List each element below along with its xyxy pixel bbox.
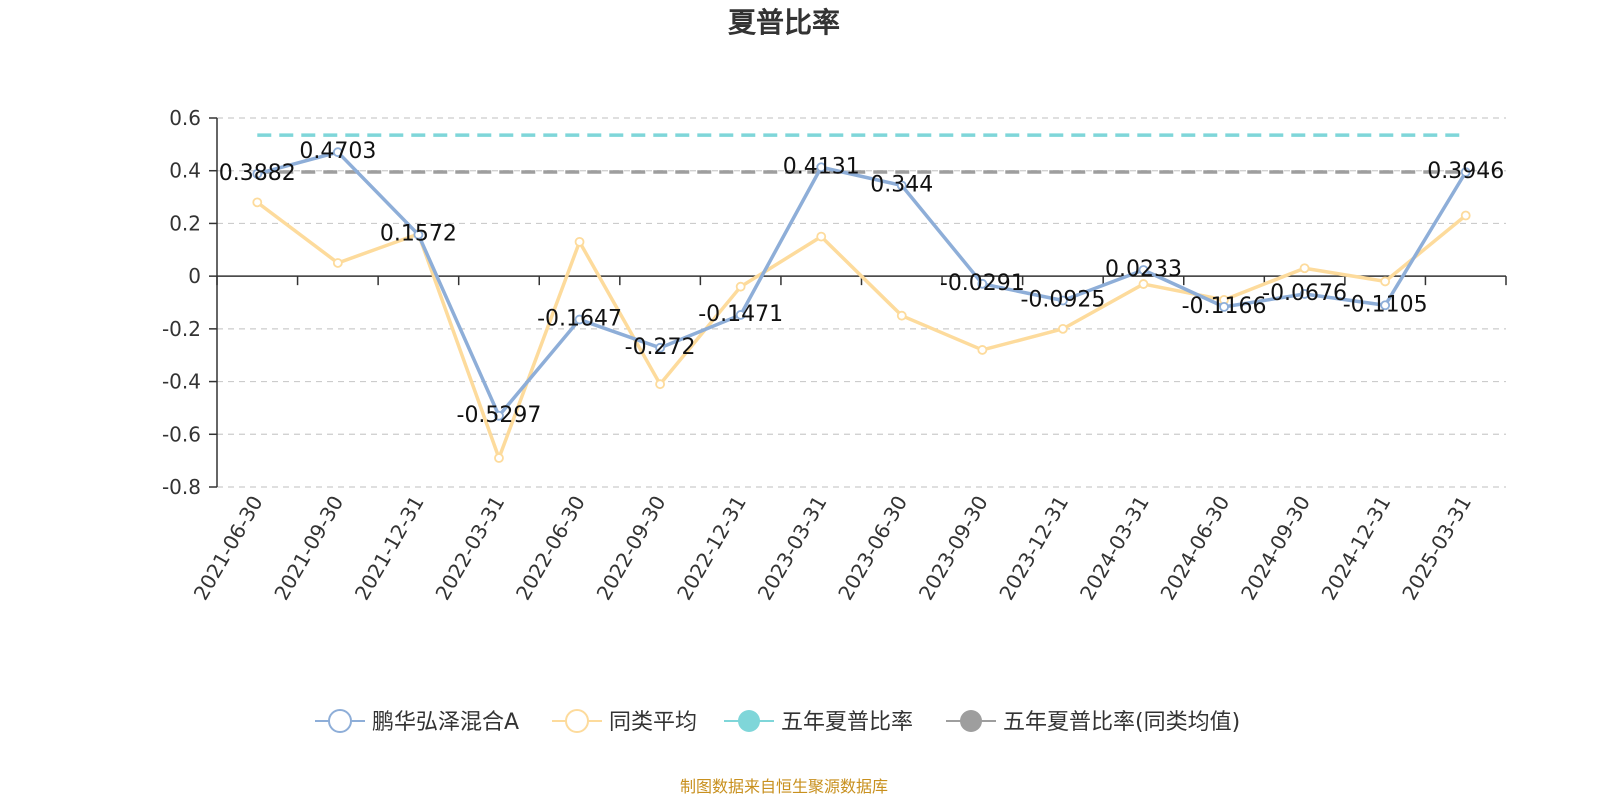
data-labels: 0.38820.47030.1572-0.5297-0.1647-0.272-0… <box>219 139 1504 428</box>
data-label: -0.1105 <box>1343 292 1428 317</box>
legend-label: 同类平均 <box>609 710 697 735</box>
x-tick-label: 2022-09-30 <box>592 492 671 605</box>
data-label: -0.272 <box>625 335 696 360</box>
legend-marker <box>738 710 760 732</box>
peer-average-point <box>1460 210 1471 221</box>
data-label: -0.1471 <box>698 302 783 327</box>
legend: 鹏华弘泽混合A 同类平均 五年夏普比率 五年夏普比率(同类均值) <box>315 709 1240 735</box>
fund-point <box>896 180 907 191</box>
peer-average-point <box>574 236 585 247</box>
peer-average-point <box>655 379 665 390</box>
fund-point <box>655 342 665 353</box>
legend-item: 五年夏普比率(同类均值) <box>946 710 1240 735</box>
fund-point <box>413 229 424 240</box>
fund-point <box>977 278 988 289</box>
x-tick-label: 2024-12-31 <box>1317 492 1396 605</box>
x-tick-label: 2022-12-31 <box>672 492 751 605</box>
x-tick-label: 2024-09-30 <box>1236 492 1315 605</box>
y-tick-label: 0.2 <box>169 211 201 235</box>
fund-point <box>1138 265 1149 275</box>
data-label: -0.0291 <box>940 271 1025 296</box>
fund-point <box>332 147 343 158</box>
fund-line <box>256 150 1468 418</box>
reference-lines <box>257 133 1466 174</box>
data-label: -0.1166 <box>1182 294 1267 319</box>
legend-label: 五年夏普比率(同类均值) <box>1003 710 1240 735</box>
x-tick-label: 2023-09-30 <box>914 492 993 605</box>
data-label: 0.3882 <box>219 161 296 186</box>
x-tick-label: 2021-06-30 <box>189 492 268 605</box>
x-tick-label: 2022-06-30 <box>511 492 590 605</box>
fund-point <box>1219 301 1229 312</box>
series-lines <box>252 147 1471 463</box>
y-tick-label: 0.4 <box>169 159 201 183</box>
peer-average-point <box>494 453 504 463</box>
y-tick-label: -0.8 <box>162 475 201 499</box>
data-label: 0.0233 <box>1105 257 1182 282</box>
legend-label: 鹏华弘泽混合A <box>372 710 519 735</box>
legend-item: 同类平均 <box>552 709 697 735</box>
data-label: -0.1647 <box>537 307 622 332</box>
x-tick-label: 2024-03-31 <box>1075 492 1154 605</box>
fund-point <box>816 162 827 173</box>
legend-label: 五年夏普比率 <box>781 710 913 735</box>
data-label: -0.5297 <box>457 403 542 428</box>
peer-average-point <box>1138 279 1149 289</box>
x-tick-label: 2021-09-30 <box>269 492 348 605</box>
peer-average-point <box>1299 263 1310 274</box>
fund-point <box>735 310 746 320</box>
grid <box>217 117 1506 488</box>
data-label: 0.4131 <box>783 154 860 179</box>
y-tick-label: -0.2 <box>162 317 201 341</box>
legend-marker <box>328 709 352 733</box>
fund-point <box>574 314 585 325</box>
peer-average-line <box>256 200 1467 460</box>
y-tick-label: -0.4 <box>162 370 201 394</box>
x-tick-label: 2024-06-30 <box>1155 492 1234 605</box>
legend-item: 鹏华弘泽混合A <box>315 709 519 735</box>
fund-point <box>1058 295 1068 306</box>
x-tick-label: 2025-03-31 <box>1397 492 1476 605</box>
fund-point <box>1380 300 1391 311</box>
peer-average-point <box>735 281 746 292</box>
peer-average-point <box>977 345 988 355</box>
legend-marker <box>565 709 589 733</box>
peer-average-point <box>1058 323 1068 334</box>
data-label: 0.3946 <box>1427 159 1504 184</box>
chart-title: 夏普比率 <box>728 6 840 39</box>
x-tick-label: 2023-06-30 <box>833 492 912 605</box>
peer-average-point <box>1380 276 1391 287</box>
fund-point <box>252 168 263 179</box>
data-source-note: 制图数据来自恒生聚源数据库 <box>680 777 888 796</box>
fund-point <box>1299 289 1310 299</box>
x-tick-label: 2022-03-31 <box>430 492 509 605</box>
legend-item: 五年夏普比率 <box>724 710 913 735</box>
data-label: 0.344 <box>870 172 933 197</box>
peer-average-point <box>252 197 263 208</box>
peer-average-point <box>816 231 827 242</box>
y-tick-label: 0.6 <box>169 106 201 130</box>
peer-average-point <box>896 310 907 321</box>
y-tick-label: -0.6 <box>162 422 201 446</box>
data-label: 0.1572 <box>380 222 457 247</box>
legend-marker <box>960 710 982 732</box>
x-tick-label: 2023-03-31 <box>753 492 832 605</box>
fund-point <box>1460 167 1471 178</box>
data-label: -0.0925 <box>1020 288 1105 313</box>
peer-average-point <box>332 258 343 268</box>
data-label: 0.4703 <box>299 139 376 164</box>
x-tick-label: 2023-12-31 <box>994 492 1073 605</box>
x-tick-label: 2021-12-31 <box>350 492 429 605</box>
data-label: -0.0676 <box>1262 281 1347 306</box>
fund-point <box>494 410 504 421</box>
y-tick-label: 0 <box>188 264 201 288</box>
